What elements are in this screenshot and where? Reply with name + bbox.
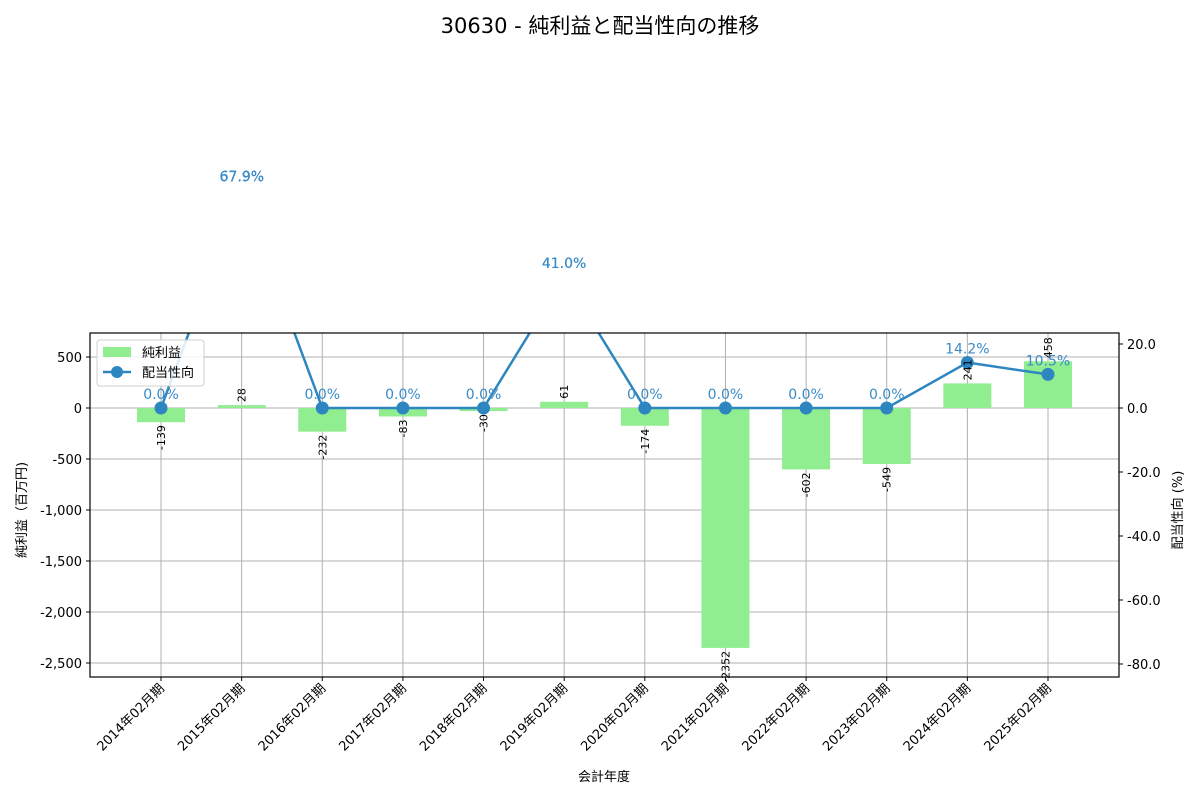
bar-value-label: 458 bbox=[1042, 337, 1055, 358]
bar-value-label: -83 bbox=[397, 419, 410, 437]
bar-value-label: -174 bbox=[639, 429, 652, 454]
payout-ratio-marker bbox=[235, 184, 248, 197]
bar-value-label: -2352 bbox=[719, 651, 732, 683]
bar-value-label: 241 bbox=[961, 359, 974, 380]
y-left-tick-label: 500 bbox=[57, 351, 82, 366]
legend-label-payout-ratio: 配当性向 bbox=[142, 365, 194, 381]
y-right-tick-label: -40.0 bbox=[1127, 530, 1161, 545]
x-tick-label: 2016年02月期 bbox=[256, 681, 329, 754]
payout-ratio-label: 0.0% bbox=[708, 387, 744, 403]
payout-ratio-label: 0.0% bbox=[869, 387, 905, 403]
y-left-tick-label: 0 bbox=[74, 402, 82, 417]
payout-ratio-marker bbox=[154, 401, 168, 415]
x-tick-label: 2020年02月期 bbox=[578, 681, 651, 754]
x-tick-label: 2014年02月期 bbox=[95, 681, 168, 754]
payout-ratio-label: 0.0% bbox=[627, 387, 663, 403]
y-right-tick-label: -60.0 bbox=[1127, 594, 1161, 609]
bar-value-label: -549 bbox=[881, 467, 894, 492]
payout-ratio-label: 10.5% bbox=[1026, 353, 1070, 369]
payout-ratio-label: 0.0% bbox=[466, 387, 502, 403]
x-tick-label: 2023年02月期 bbox=[820, 681, 893, 754]
bar-net-income bbox=[943, 383, 992, 408]
payout-ratio-marker bbox=[799, 401, 813, 415]
payout-ratio-marker bbox=[558, 270, 571, 283]
payout-ratio-label: 0.0% bbox=[385, 387, 421, 403]
bar-value-label: -139 bbox=[155, 425, 168, 450]
bar-value-label: -602 bbox=[800, 472, 813, 497]
bar-net-income bbox=[782, 408, 831, 470]
payout-ratio-line bbox=[159, 333, 1049, 410]
payout-ratio-marker bbox=[718, 401, 732, 415]
y-right-tick-label: -80.0 bbox=[1127, 658, 1161, 673]
y-left-tick-label: -500 bbox=[52, 453, 82, 468]
payout-ratio-label-overflow: 41.0% bbox=[542, 256, 586, 272]
legend-label-net-income: 純利益 bbox=[142, 346, 181, 361]
y-left-tick-label: -1,500 bbox=[40, 555, 82, 570]
legend-line-marker bbox=[111, 366, 123, 378]
chart-title: 30630 - 純利益と配当性向の推移 bbox=[440, 14, 760, 38]
payout-ratio-marker bbox=[477, 401, 491, 415]
bar-net-income bbox=[137, 408, 185, 423]
payout-ratio-label: 41.0% bbox=[542, 256, 586, 272]
bar-value-label: 28 bbox=[236, 388, 249, 402]
payout-ratio-label: 67.9% bbox=[219, 170, 263, 186]
y-left-tick-label: -2,000 bbox=[40, 606, 82, 621]
bar-value-label: -30 bbox=[478, 414, 491, 432]
y-right-tick-label: -20.0 bbox=[1127, 466, 1161, 481]
x-tick-label: 2021年02月期 bbox=[659, 681, 732, 754]
x-tick-label: 2018年02月期 bbox=[417, 681, 490, 754]
payout-ratio-label: 0.0% bbox=[143, 387, 179, 403]
payout-ratio-marker bbox=[960, 356, 974, 370]
y-left-axis-label: 純利益（百万円) bbox=[15, 462, 30, 558]
bar-net-income bbox=[540, 401, 589, 408]
payout-ratio-label-overflow: 67.9% bbox=[220, 169, 264, 185]
payout-ratio-marker bbox=[315, 401, 329, 415]
y-right-tick-label: 0.0 bbox=[1127, 402, 1148, 417]
bar-net-income bbox=[620, 408, 669, 426]
x-tick-label: 2019年02月期 bbox=[498, 681, 571, 754]
payout-ratio-marker bbox=[396, 401, 410, 415]
x-tick-label: 2025年02月期 bbox=[982, 681, 1055, 754]
x-tick-label: 2024年02月期 bbox=[901, 681, 974, 754]
payout-ratio-label: 14.2% bbox=[945, 342, 989, 358]
payout-ratio-label: 0.0% bbox=[304, 387, 340, 403]
x-tick-label: 2017年02月期 bbox=[336, 681, 409, 754]
payout-ratio-marker bbox=[1041, 367, 1055, 381]
bar-net-income bbox=[701, 408, 750, 648]
bar-net-income bbox=[298, 408, 347, 432]
x-tick-label: 2022年02月期 bbox=[740, 681, 813, 754]
x-axis-label: 会計年度 bbox=[578, 769, 630, 785]
y-right-tick-label: 20.0 bbox=[1127, 338, 1156, 353]
x-tick-label: 2015年02月期 bbox=[175, 681, 248, 754]
payout-ratio-marker bbox=[638, 401, 652, 415]
bar-net-income bbox=[217, 405, 266, 408]
plot-frame bbox=[89, 332, 1120, 678]
y-left-tick-label: -1,000 bbox=[40, 504, 82, 519]
y-left-tick-label: -2,500 bbox=[40, 657, 82, 672]
legend-bar-swatch bbox=[103, 347, 131, 357]
y-right-axis-label: 配当性向 (%) bbox=[1170, 471, 1186, 550]
bar-net-income bbox=[862, 408, 911, 464]
payout-ratio-label: 0.0% bbox=[788, 387, 824, 403]
bar-value-label: -232 bbox=[316, 435, 329, 460]
bar-value-label: 61 bbox=[558, 385, 571, 399]
payout-ratio-marker bbox=[880, 401, 894, 415]
